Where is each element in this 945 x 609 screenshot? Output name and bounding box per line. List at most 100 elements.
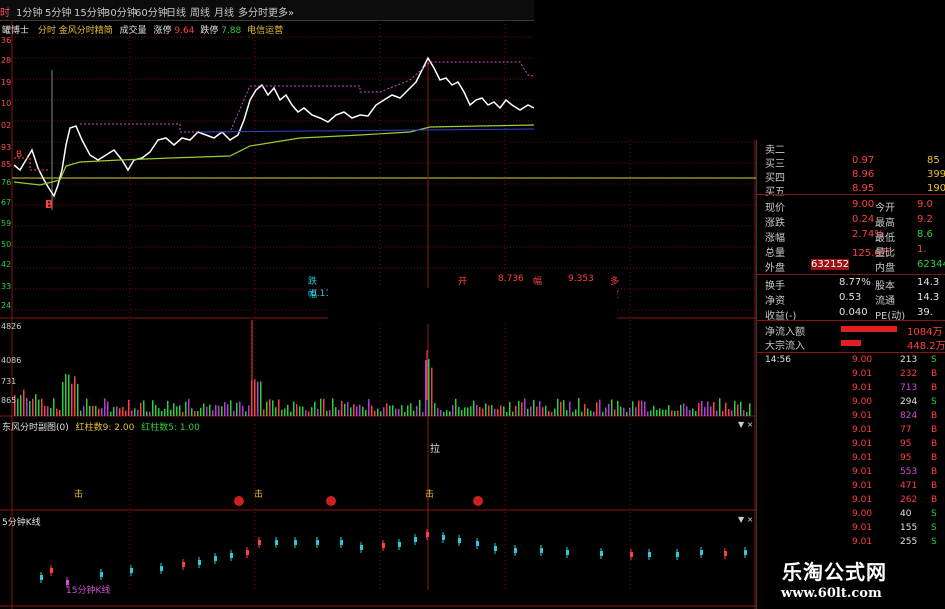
volume-bar [701, 400, 703, 416]
volume-bar [287, 404, 289, 416]
volume-bar [185, 401, 187, 416]
stat-label: 现价 [765, 203, 785, 214]
tick-row: 9.01 255 S [757, 536, 945, 550]
chart-legend: 罐博士 分时 金风分时精简 成交量 涨停 9.64 跌停 7.88 电信运营 [2, 23, 283, 36]
volume-bar [65, 374, 67, 416]
volume-bar [608, 403, 610, 416]
volume-bar [500, 405, 502, 416]
volume-bar [323, 398, 325, 416]
indicator1-param1-value: 2.00 [114, 423, 135, 433]
left-axis-label: 36 [1, 36, 12, 45]
volume-bar [644, 401, 646, 416]
stat-label: 收益(-) [765, 311, 797, 322]
volume-bar [683, 403, 685, 416]
stat-label: 涨跌 [765, 218, 785, 229]
stat-value: 62344 [917, 259, 945, 270]
tick-direction: B [931, 495, 938, 505]
volume-bar [575, 409, 577, 416]
volume-bar [302, 406, 304, 416]
tab-15min[interactable]: 15分钟 [74, 8, 107, 19]
tab-multi-intraday[interactable]: 多分时 [238, 8, 268, 19]
volume-bar [284, 408, 286, 416]
volume-bar [56, 408, 58, 416]
volume-bar [617, 400, 619, 416]
tick-volume: 255 [900, 537, 918, 547]
volume-bar [71, 383, 73, 416]
popup-value-1: 0.11 [311, 289, 332, 299]
volume-bar [641, 400, 643, 416]
stat-value: 632152 [811, 259, 850, 270]
kline-panel-title: 5分钟K线 [2, 518, 41, 528]
volume-bar [221, 406, 223, 416]
indicator1-annotation: 击 [425, 490, 435, 500]
tab-intraday[interactable]: 时 [0, 8, 10, 19]
left-axis-label: 85 [1, 160, 12, 169]
tab-weekly[interactable]: 周线 [190, 8, 210, 19]
volume-bar [170, 409, 172, 416]
volume-bar [257, 381, 259, 416]
volume-bar [353, 404, 355, 416]
volume-bar [206, 406, 208, 416]
left-axis-label: 4826 [1, 322, 22, 331]
stat-value: 0.040 [839, 307, 868, 318]
volume-bar [293, 401, 295, 416]
tick-direction: B [931, 453, 938, 463]
volume-bar [689, 409, 691, 416]
tab-daily[interactable]: 日线 [166, 8, 186, 19]
tab-monthly[interactable]: 月线 [214, 8, 234, 19]
volume-bar [437, 407, 439, 416]
tab-30min[interactable]: 30分钟 [104, 8, 137, 19]
volume-bar [419, 399, 421, 416]
tick-volume: 553 [900, 467, 918, 477]
volume-bar [341, 400, 343, 416]
book-volume: 399 [927, 169, 945, 180]
volume-bar [392, 405, 394, 416]
volume-bar [389, 405, 391, 416]
flow-label: 净流入额 [765, 327, 805, 338]
volume-bar [275, 407, 277, 416]
volume-bar [173, 403, 175, 416]
volume-bar [620, 406, 622, 416]
candle [360, 545, 363, 550]
tab-more[interactable]: 更多» [268, 8, 295, 19]
volume-bar [281, 409, 283, 416]
volume-bar [614, 409, 616, 416]
volume-bar [122, 406, 124, 416]
volume-bar [326, 410, 328, 416]
volume-bar [188, 398, 190, 416]
stat-label: 量比 [875, 248, 895, 259]
volume-bar [653, 405, 655, 416]
volume-bar [335, 407, 337, 416]
flow-bar [841, 326, 897, 332]
dropdown-icon[interactable]: ▼ × [738, 420, 754, 429]
tick-price: 9.01 [852, 411, 873, 421]
volume-bar [236, 402, 238, 416]
book-volume: 190 [927, 183, 945, 194]
volume-bar [593, 411, 595, 416]
volume-bar [59, 409, 61, 416]
tab-60min[interactable]: 60分钟 [135, 8, 168, 19]
left-axis-label: 19 [1, 78, 12, 87]
tab-5min[interactable]: 5分钟 [45, 8, 72, 19]
volume-bar [215, 405, 217, 416]
volume-bar [494, 408, 496, 416]
close-icon[interactable]: ▼ × [738, 515, 754, 524]
legend-down-label: 跌停 [200, 26, 219, 36]
volume-bar [377, 408, 379, 416]
volume-bar [35, 394, 37, 416]
volume-bar [485, 403, 487, 416]
candle [316, 540, 319, 545]
indicator1-param1-label: 红柱数9: [75, 423, 112, 433]
volume-bar [125, 410, 127, 416]
volume-bar [227, 404, 229, 416]
stat-label: 净资 [765, 296, 785, 307]
left-axis-label: 42 [1, 260, 12, 269]
redacted-block [328, 288, 617, 324]
stat-label: 总量 [765, 248, 785, 259]
tick-price: 9.01 [852, 537, 873, 547]
volume-bar [104, 398, 106, 416]
volume-bar [278, 399, 280, 416]
volume-bar [746, 411, 748, 416]
tab-1min[interactable]: 1分钟 [16, 8, 43, 19]
tick-row: 9.01 155 S [757, 522, 945, 536]
